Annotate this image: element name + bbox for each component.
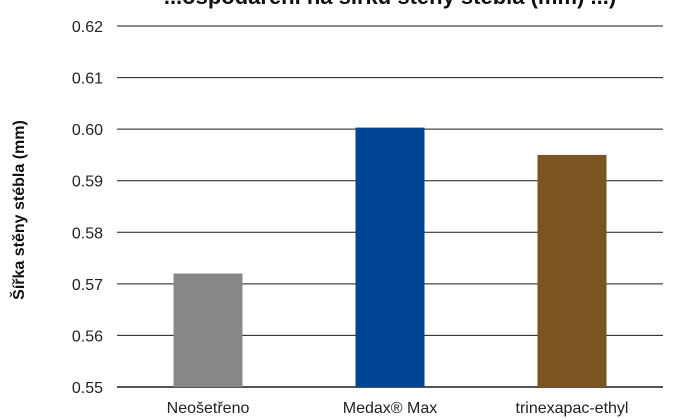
y-axis-label: Šířka stěny stébla (mm)	[9, 120, 28, 300]
bar	[173, 273, 243, 387]
x-category-labels: Neošetřeno Medax® Max trinexapac-ethyl	[167, 400, 629, 417]
y-tick-label: 0.55	[72, 380, 103, 397]
x-category-label: trinexapac-ethyl	[516, 400, 629, 417]
x-category-label: Medax® Max	[343, 400, 437, 417]
bars	[173, 127, 607, 388]
y-tick-label: 0.58	[72, 225, 103, 242]
y-tick-label: 0.62	[72, 19, 103, 36]
y-tick-label: 0.60	[72, 122, 103, 139]
y-tick-label: 0.59	[72, 174, 103, 191]
bar	[537, 154, 607, 387]
chart-title: ...ospodaření na šířku stěny stébla (mm)…	[164, 0, 616, 9]
y-tick-label: 0.61	[72, 71, 103, 88]
y-tick-labels: 0.55 0.56 0.57 0.58 0.59 0.60 0.61 0.62	[72, 19, 103, 397]
x-category-label: Neošetřeno	[167, 400, 250, 417]
y-tick-label: 0.57	[72, 277, 103, 294]
y-tick-label: 0.56	[72, 328, 103, 345]
bar	[355, 127, 425, 388]
